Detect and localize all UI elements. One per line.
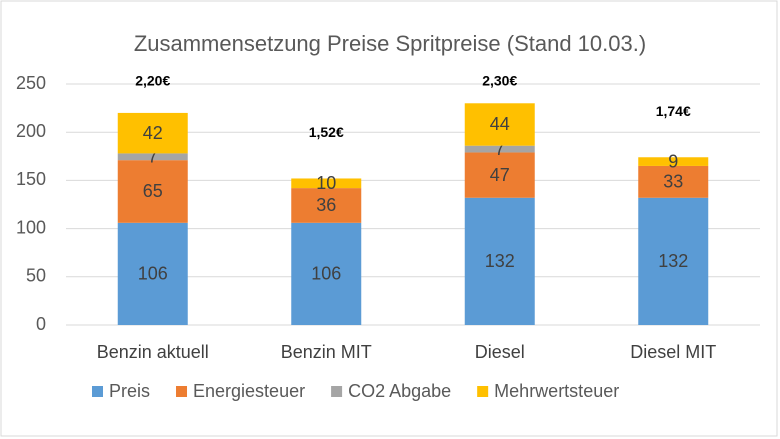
y-tick-label: 150	[16, 169, 46, 189]
data-label: 7	[148, 147, 158, 167]
bar-segment	[638, 165, 709, 198]
bar-segment	[638, 197, 709, 325]
bar-segment	[117, 222, 188, 325]
y-tick-label: 200	[16, 121, 46, 141]
data-label: 42	[143, 123, 163, 143]
bar-segment	[464, 197, 535, 325]
bar-segment	[117, 153, 188, 161]
data-label: 106	[311, 264, 341, 284]
data-label: 9	[668, 151, 678, 171]
x-tick-label: Benzin MIT	[281, 342, 372, 362]
total-label: 1,74€	[656, 103, 691, 119]
legend-label: CO2 Abgabe	[348, 381, 451, 401]
legend-label: Energiesteuer	[193, 381, 305, 401]
legend-label: Preis	[109, 381, 150, 401]
data-label: 36	[316, 195, 336, 215]
y-tick-label: 0	[36, 314, 46, 334]
data-label: 132	[658, 251, 688, 271]
total-label: 1,52€	[309, 124, 344, 140]
bar-segment	[464, 103, 535, 146]
bar-segment	[638, 157, 709, 166]
y-tick-label: 250	[16, 73, 46, 93]
data-label: 7	[495, 139, 505, 159]
legend-swatch	[477, 386, 489, 397]
bar-segment	[117, 112, 188, 154]
x-tick-label: Diesel	[475, 342, 525, 362]
data-label: 10	[316, 173, 336, 193]
bar-segment	[291, 188, 362, 223]
bar-segment	[464, 152, 535, 198]
bar-segment	[117, 160, 188, 223]
legend-swatch	[331, 386, 343, 397]
data-label: 106	[138, 264, 168, 284]
y-tick-label: 50	[26, 266, 46, 286]
total-label: 2,30€	[482, 73, 517, 89]
data-label: 33	[663, 172, 683, 192]
total-label: 2,20€	[135, 73, 170, 89]
chart-title: Zusammensetzung Preise Spritpreise (Stan…	[134, 31, 646, 56]
x-tick-label: Diesel MIT	[630, 342, 716, 362]
x-tick-label: Benzin aktuell	[97, 342, 209, 362]
y-tick-label: 100	[16, 217, 46, 237]
bar-segment	[291, 222, 362, 325]
legend-swatch	[176, 386, 188, 397]
legend-label: Mehrwertsteuer	[494, 381, 619, 401]
legend-swatch	[92, 386, 103, 397]
bar-segment	[464, 145, 535, 153]
data-label: 132	[485, 251, 515, 271]
data-label: 65	[143, 181, 163, 201]
data-label: 47	[490, 165, 510, 185]
bar-segment	[291, 178, 362, 189]
data-label: 44	[490, 114, 510, 134]
